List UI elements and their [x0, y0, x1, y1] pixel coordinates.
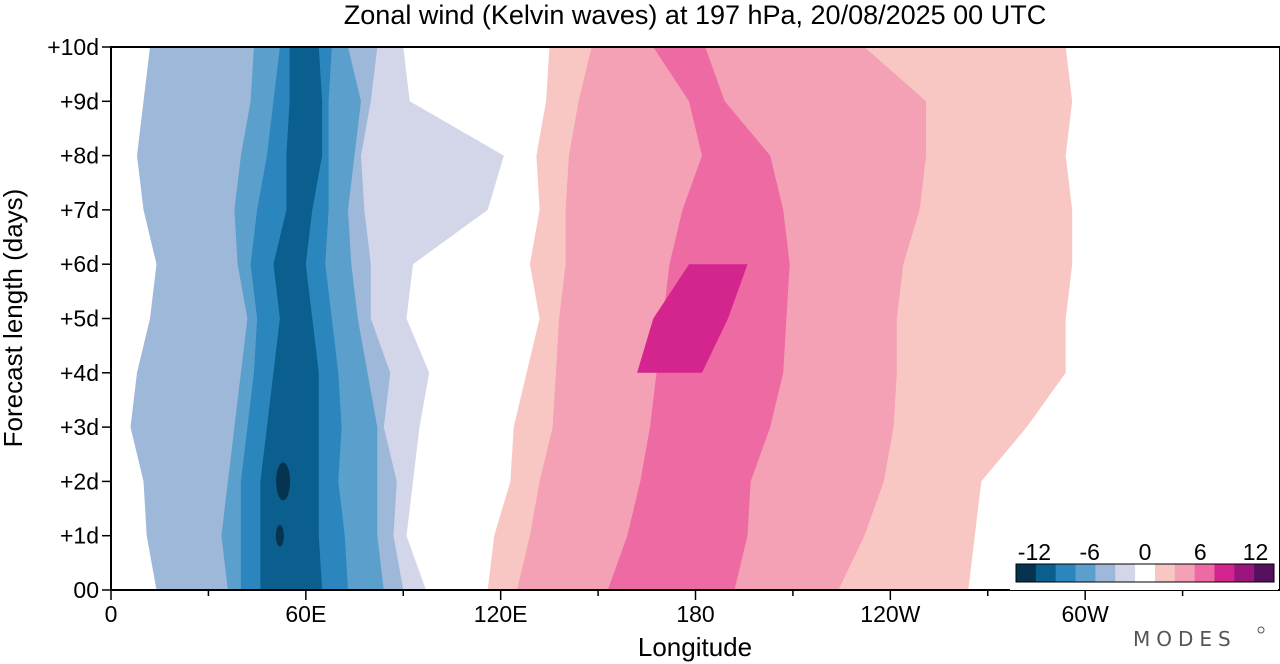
colorbar-swatch-3 — [1075, 564, 1096, 582]
colorbar-swatch-2 — [1055, 564, 1077, 582]
chart-title: Zonal wind (Kelvin waves) at 197 hPa, 20… — [344, 0, 1046, 30]
colorbar-label: 6 — [1194, 539, 1207, 565]
colorbar-swatch-7 — [1154, 564, 1176, 582]
y-tick-label: +5d — [60, 306, 99, 332]
x-axis: 0 60E 120E 180 120W 60W — [105, 590, 1184, 627]
contour-band--10_to_-12-0 — [260, 47, 323, 590]
y-tick-label: +9d — [60, 88, 99, 114]
y-tick-label: +4d — [60, 360, 99, 386]
y-tick-label: +6d — [60, 251, 99, 277]
colorbar-label: 12 — [1243, 539, 1269, 565]
contour-band-8_to_10-0 — [637, 264, 748, 373]
colorbar-swatch-10 — [1214, 564, 1235, 582]
x-tick-label: 0 — [105, 601, 118, 627]
colorbar: -12 -6 0 6 12 — [1010, 536, 1278, 590]
y-tick-label: 00 — [73, 577, 99, 603]
colorbar-label: -12 — [1018, 539, 1051, 565]
x-tick-label: 60E — [285, 601, 326, 627]
contour-fill-layer — [130, 47, 1073, 590]
y-tick-label: +3d — [60, 414, 99, 440]
y-tick-label: +10d — [47, 34, 99, 60]
colorbar-swatch-12 — [1254, 564, 1275, 582]
registered-mark — [1257, 626, 1265, 634]
colorbar-label: 0 — [1139, 539, 1152, 565]
colorbar-label: -6 — [1079, 539, 1099, 565]
x-tick-label: 60W — [1062, 601, 1110, 627]
x-tick-label: 180 — [676, 601, 714, 627]
contour-core-1 — [275, 524, 284, 547]
colorbar-swatch-11 — [1234, 564, 1255, 582]
y-axis-label: Forecast length (days) — [0, 189, 28, 448]
x-tick-label: 120E — [474, 601, 528, 627]
y-tick-label: +8d — [60, 143, 99, 169]
colorbar-swatch-1 — [1035, 564, 1057, 582]
y-tick-label: +7d — [60, 197, 99, 223]
colorbar-swatch-4 — [1095, 564, 1116, 582]
contour-core-0 — [276, 462, 291, 501]
colorbar-swatch-9 — [1194, 564, 1215, 582]
y-tick-label: +2d — [60, 468, 99, 494]
y-tick-label: +1d — [60, 523, 99, 549]
x-tick-label: 120W — [860, 601, 920, 627]
x-axis-label: Longitude — [638, 632, 752, 662]
colorbar-swatch-8 — [1174, 564, 1196, 582]
brand-logo: MODES — [1133, 627, 1237, 651]
colorbar-frame — [1015, 563, 1275, 583]
colorbar-swatch-6 — [1135, 564, 1156, 582]
y-axis: 00 +1d +2d +3d +4d +5d +6d +7d +8d +9d +10d — [47, 34, 111, 603]
colorbar-swatch-5 — [1115, 564, 1136, 582]
colorbar-swatch-0 — [1016, 564, 1037, 582]
